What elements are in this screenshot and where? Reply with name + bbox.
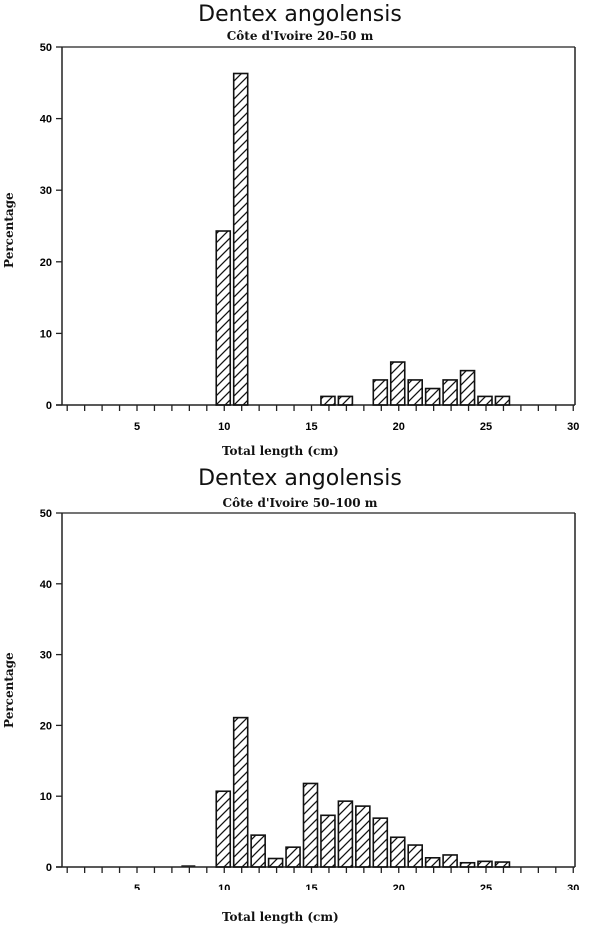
bar-19cm [372,379,389,406]
chart1-ylabel: Percentage [2,192,16,268]
chart2-ylabel: Percentage [2,652,16,728]
svg-text:15: 15 [305,421,317,430]
svg-text:30: 30 [40,185,52,197]
svg-text:15: 15 [305,883,317,890]
svg-text:0: 0 [46,862,52,874]
chart2-subtitle: Côte d'Ivoire 50–100 m [222,496,378,510]
bar-20cm [389,836,406,868]
bar-11cm [232,72,249,406]
bar-17cm [337,395,354,406]
svg-text:10: 10 [218,421,230,430]
chart2-title: Dentex angolensis [198,466,402,491]
bar-16cm [320,395,336,406]
svg-text:20: 20 [393,421,405,430]
bar-14cm [285,846,301,868]
bar-10cm [215,230,232,406]
bar-12cm [250,834,266,868]
chart1-title: Dentex angolensis [198,2,402,27]
svg-text:20: 20 [40,720,52,732]
bar-18cm [355,805,371,868]
svg-text:25: 25 [480,421,492,430]
svg-text:10: 10 [218,883,230,890]
bar-23cm [442,854,458,868]
bar-24cm [459,861,476,868]
svg-text:5: 5 [134,883,140,890]
svg-text:25: 25 [480,883,492,890]
chart2-xlabel: Total length (cm) [222,910,339,924]
svg-text:0: 0 [46,400,52,412]
bar-24cm [459,369,476,406]
bar-20cm [389,361,406,406]
svg-text:40: 40 [40,579,52,591]
svg-text:20: 20 [40,257,52,269]
chart1-subtitle: Côte d'Ivoire 20–50 m [226,29,374,43]
bar-26cm [494,395,511,406]
bar-22cm [424,387,441,406]
bar-22cm [424,856,441,868]
bar-23cm [442,379,458,406]
svg-text:10: 10 [40,791,52,803]
chart1-plot: 0 10 20 30 40 50 5 10 15 20 25 30 [40,42,580,430]
svg-text:10: 10 [40,328,52,340]
bar-25cm [477,860,493,868]
bar-11cm [232,716,249,868]
bar-16cm [320,814,336,868]
svg-text:30: 30 [567,421,579,430]
bar-13cm [267,857,284,868]
bar-21cm [407,844,424,868]
svg-text:30: 30 [567,883,579,890]
bar-17cm [337,800,354,868]
bar-10cm [215,790,232,868]
svg-text:50: 50 [40,42,52,54]
bar-21cm [407,379,424,406]
svg-text:40: 40 [40,114,52,126]
svg-text:5: 5 [134,421,140,430]
bar-25cm [477,395,493,406]
chart2-plot: 0 10 20 30 40 50 5 10 15 20 25 30 [40,508,580,890]
svg-text:50: 50 [40,508,52,520]
chart1-xlabel: Total length (cm) [222,444,339,458]
svg-text:20: 20 [393,883,405,890]
bar-15cm [302,782,319,868]
svg-text:30: 30 [40,650,52,662]
bar-26cm [494,861,511,868]
bar-19cm [372,817,389,868]
